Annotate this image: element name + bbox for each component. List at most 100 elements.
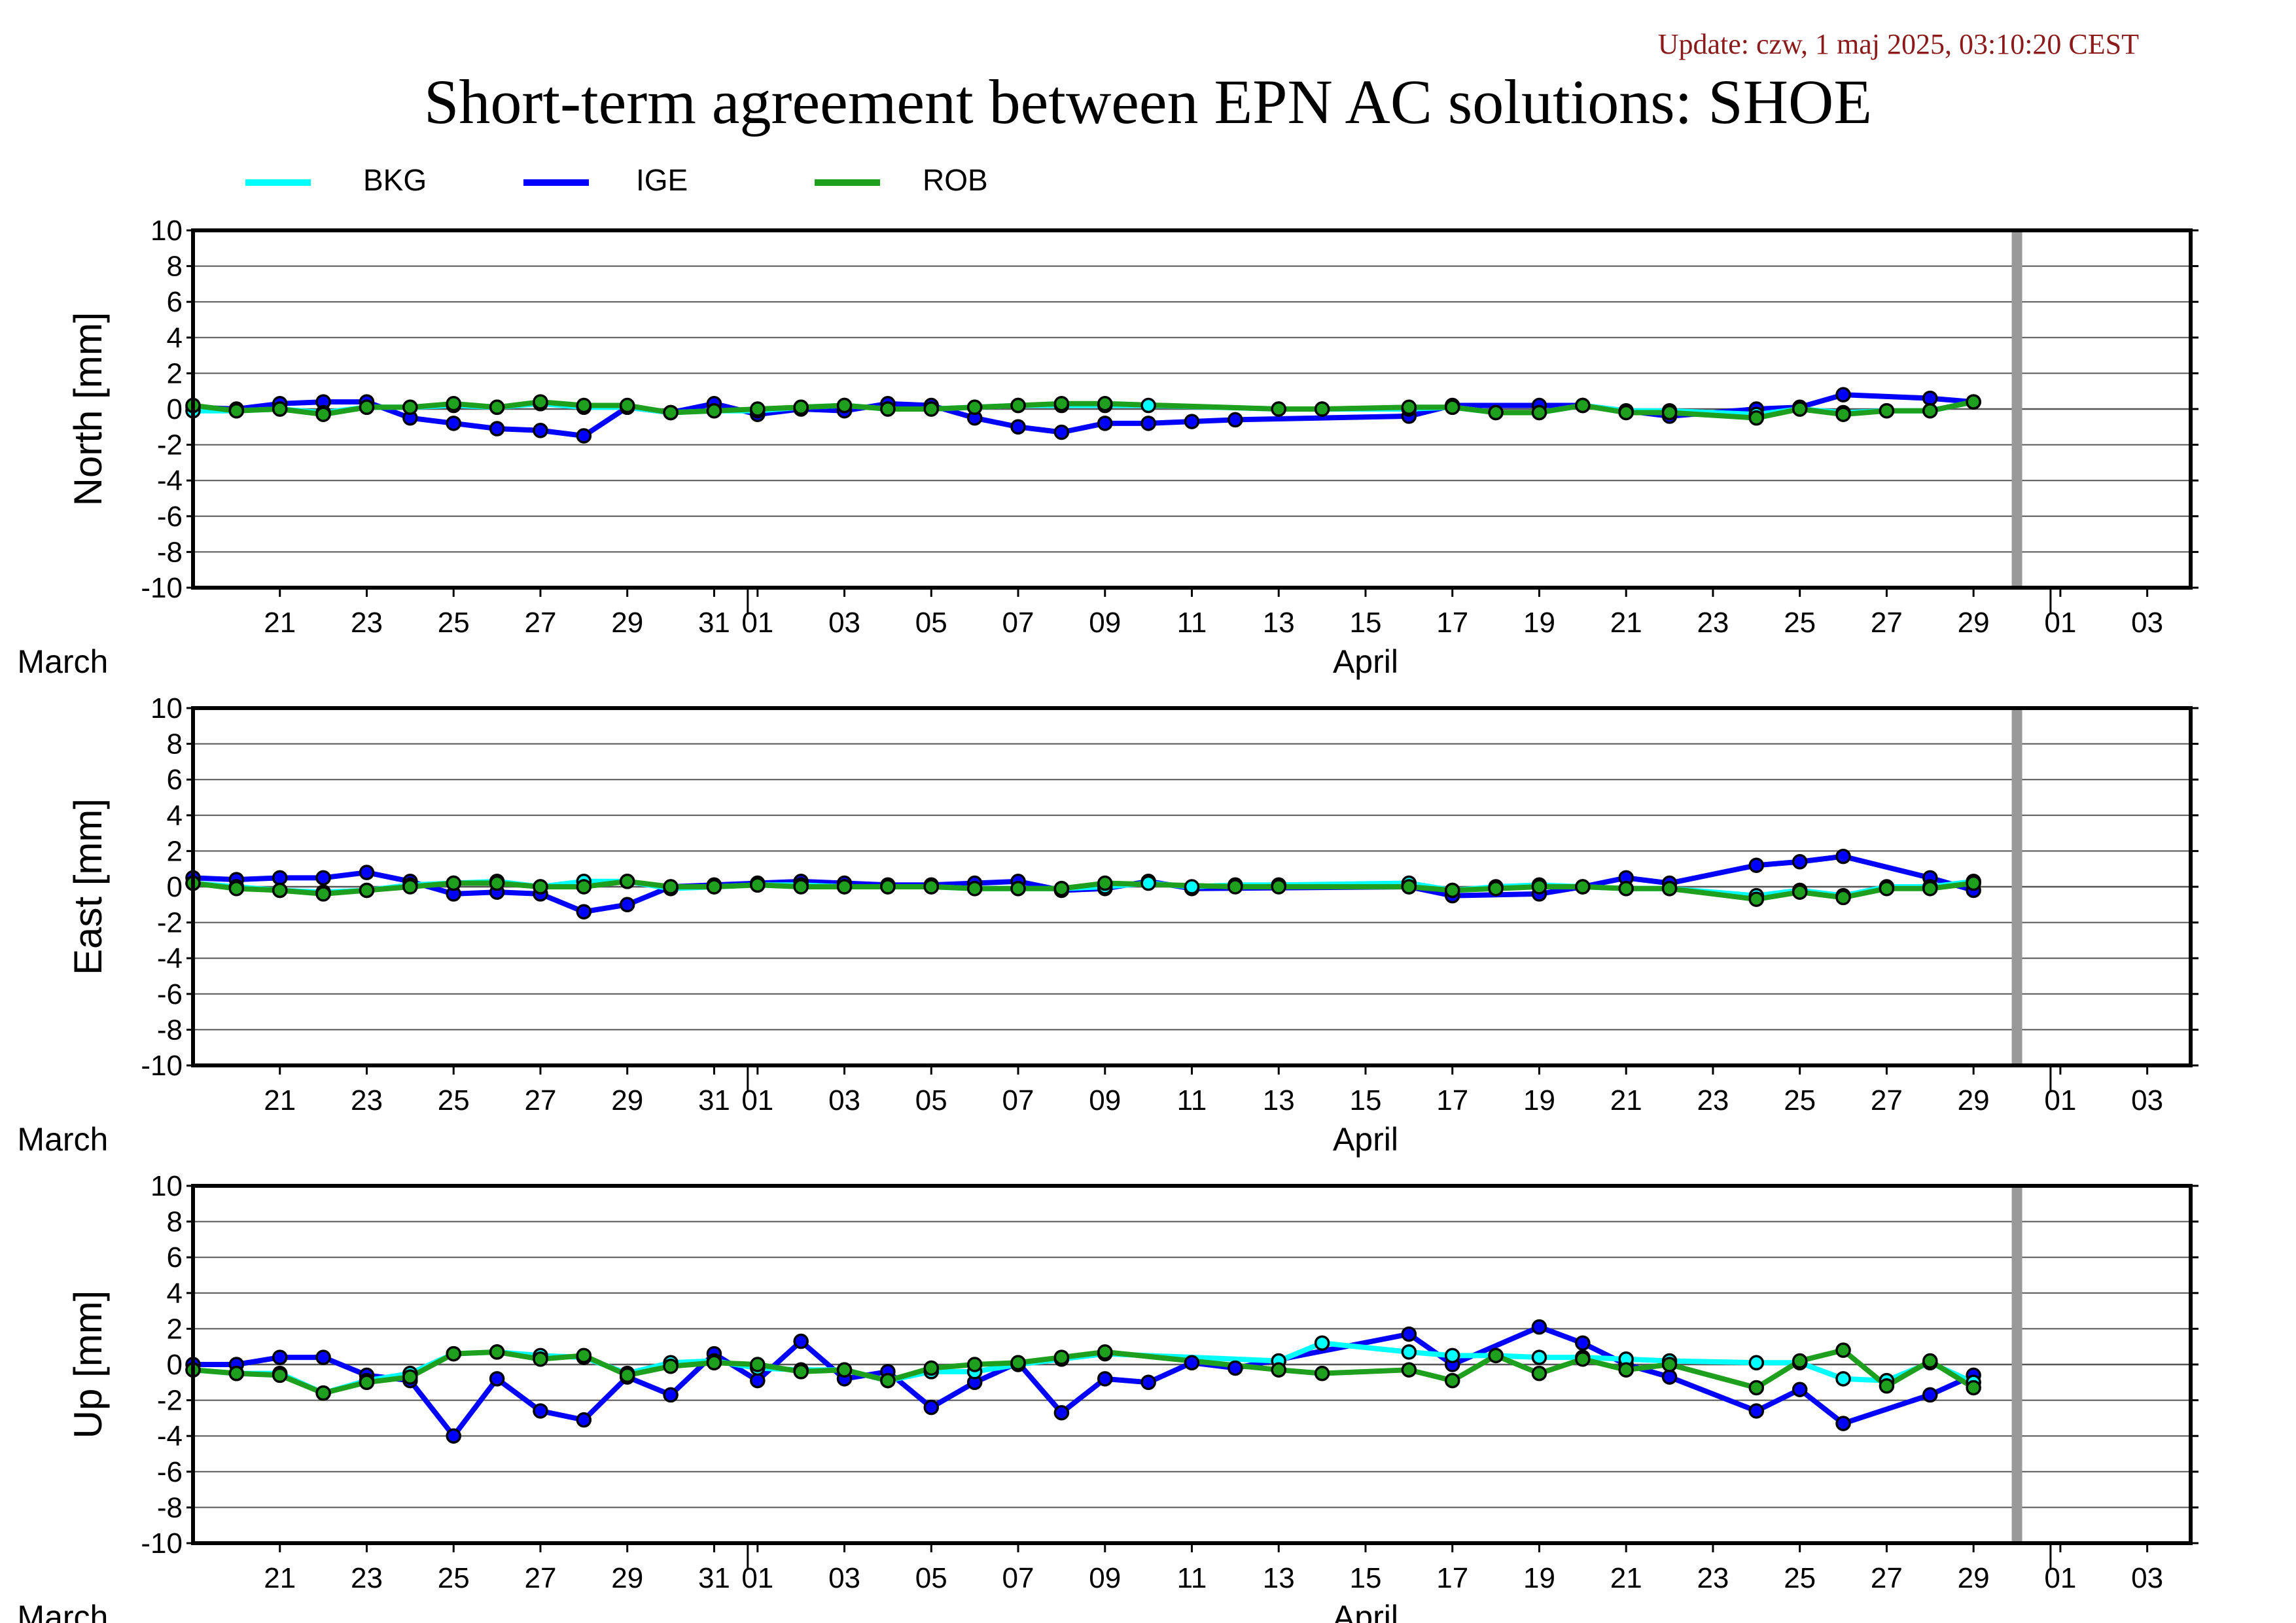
y-tick-label: 2 [167,1313,183,1345]
data-point-ige [1227,412,1243,428]
data-point-rob [533,394,548,410]
data-point-ige [1140,416,1156,431]
x-tick-label: 29 [1958,1562,1990,1594]
data-point-rob [359,399,375,416]
data-point-ige [1835,848,1851,865]
x-tick-label: 07 [1002,607,1034,639]
data-point-rob [1271,1362,1286,1378]
data-point-ige [489,421,505,437]
y-tick-label: 10 [150,692,183,724]
data-point-ige [1792,854,1808,870]
x-tick-label: 17 [1436,607,1468,639]
legend-swatch-bkg [245,179,311,186]
data-point-rob [1444,1372,1460,1389]
data-point-rob [1966,1380,1981,1396]
legend-label-rob: ROB [923,163,988,197]
legend: BKG IGE ROB [0,0,2296,216]
data-point-ige [576,1412,592,1428]
y-tick-label: -10 [141,1527,183,1560]
data-point-rob [1488,880,1504,897]
x-tick-label: 27 [1871,1562,1903,1594]
x-tick-label: 03 [2131,607,2163,639]
data-point-rob [359,882,375,899]
data-point-ige [1097,416,1113,431]
data-point-rob [793,1364,809,1380]
x-tick-label: 13 [1263,1562,1295,1594]
data-point-rob [706,402,722,419]
y-tick-label: -6 [157,501,183,533]
x-tick-label: 29 [1958,607,1990,639]
x-tick-label: 17 [1436,1084,1468,1116]
data-point-rob [1401,879,1417,895]
data-point-rob [1922,880,1938,897]
y-tick-label: 8 [167,251,183,283]
x-tick-label: 27 [524,607,556,639]
data-point-rob [1488,1347,1504,1364]
x-tick-label: 23 [1697,1562,1729,1594]
data-point-rob [315,406,331,422]
y-tick-label: -6 [157,1456,183,1488]
x-tick-label: 09 [1089,1084,1121,1116]
x-tick-label: 05 [915,1562,947,1594]
data-point-rob [1053,396,1070,412]
y-axis-label: Up [mm] [66,1291,110,1439]
data-point-ige [1053,424,1070,440]
data-point-rob [1661,404,1678,421]
data-point-rob [1835,889,1851,906]
data-point-rob [1053,1349,1070,1365]
x-tick-label: 23 [351,607,383,639]
x-tick-label: 21 [264,1084,296,1116]
data-point-rob [750,401,766,417]
x-tick-label: 25 [1784,1562,1816,1594]
month-label: March [17,1599,108,1623]
data-point-rob [1835,1342,1851,1358]
data-point-rob [663,404,679,421]
x-tick-label: 29 [1958,1084,1990,1116]
x-tick-label: 01 [2044,1562,2076,1594]
data-point-rob [1575,879,1591,895]
y-tick-label: -8 [157,1014,183,1046]
y-tick-label: 10 [150,215,183,247]
data-point-rob [576,397,592,414]
y-tick-label: 6 [167,764,183,796]
month-label: March [17,1121,108,1158]
data-point-ige [793,1333,809,1349]
data-point-rob [489,399,505,416]
data-point-rob [1271,401,1286,417]
data-point-rob [663,879,679,895]
data-point-ige [1922,390,1938,406]
data-point-rob [1444,882,1460,899]
x-tick-label: 01 [741,1084,773,1116]
data-point-ige [1748,857,1765,873]
data-point-ige [533,423,548,438]
data-point-rob [836,397,853,414]
x-tick-label: 11 [1177,1084,1207,1116]
data-point-rob [1097,875,1113,891]
data-point-rob [1879,1378,1895,1394]
data-point-rob [228,1365,245,1382]
data-point-rob [706,879,722,895]
data-point-ige [1097,1371,1113,1387]
data-point-rob [1531,879,1547,895]
data-point-rob [1401,399,1417,416]
data-point-ige [1184,1355,1200,1371]
x-tick-label: 11 [1177,1562,1207,1594]
data-point-ige [1835,387,1851,402]
data-point-ige [663,1387,679,1403]
data-point-rob [1792,401,1808,417]
data-point-rob [228,880,245,897]
data-point-rob [836,879,853,895]
data-point-ige [1835,1416,1851,1431]
x-tick-label: 01 [2044,1084,2076,1116]
x-tick-label: 23 [351,1084,383,1116]
data-point-rob [880,1372,896,1389]
y-tick-label: 4 [167,1277,183,1310]
data-point-rob [750,877,766,893]
data-point-rob [1879,880,1895,897]
data-point-rob [1966,394,1981,410]
y-tick-label: -8 [157,1491,183,1524]
x-tick-label: 03 [2131,1562,2163,1594]
y-tick-label: -4 [157,465,183,497]
data-point-rob [1097,1344,1113,1360]
